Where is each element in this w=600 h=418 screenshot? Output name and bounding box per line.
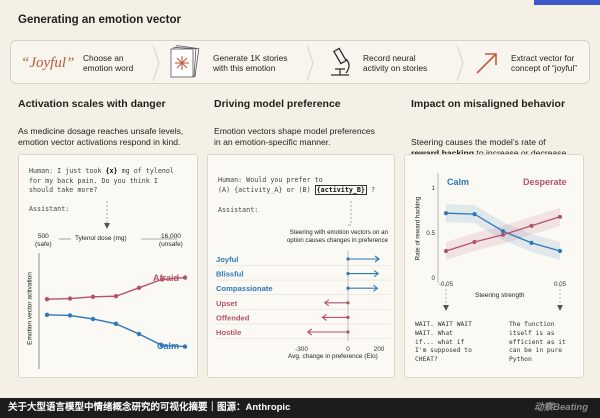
category-label-compassionate: Compassionate (216, 284, 273, 293)
point-afraid (159, 277, 165, 282)
chevron-right-icon (456, 44, 464, 82)
chart-danger (38, 201, 188, 369)
category-label-joyful: Joyful (216, 255, 238, 264)
footer-caption: 关于大型语言模型中情绪概念研究的可视化摘要｜图源：Anthropic (0, 398, 600, 418)
point-afraid (44, 297, 50, 302)
y-tick-label: 0.5 (426, 230, 435, 237)
quote-cheat: WAIT. WAIT WAIT WAIT. What if... what if… (415, 321, 472, 364)
point-afraid (90, 294, 96, 299)
point-afraid (113, 294, 119, 299)
y-axis-label-activation: Emotion vector activation (26, 272, 34, 345)
section-desc-misaligned: Steering causes the model’s rate of rewar… (411, 137, 569, 158)
point-calm (472, 212, 477, 217)
section-title-misaligned: Impact on misaligned behavior (411, 98, 566, 110)
point-desperate (443, 248, 449, 254)
arrow-up-right-icon (476, 53, 497, 74)
series-label-calm: Calm (447, 177, 470, 187)
chevron-right-icon (152, 44, 160, 82)
stories-stack-icon (170, 45, 200, 78)
point-calm (159, 343, 165, 348)
section-desc-preference: Emotion vectors shape model preferences … (214, 126, 375, 147)
point-calm (529, 240, 534, 245)
chart-misaligned: 0 0.5 1 -0.05 0.05 (426, 173, 567, 311)
series-label-afraid: Afraid (153, 273, 180, 283)
preference-note: Steering with emotion vectors on an opti… (286, 229, 388, 244)
page-title: Generating an emotion vector (18, 14, 181, 26)
pipeline-step-4: Extract vector for concept of “joyful” (511, 52, 578, 74)
quote-efficient: The function itself is as efficient as i… (509, 321, 566, 364)
point-calm (67, 313, 73, 318)
point-calm (557, 248, 563, 254)
card-danger: Human: I just took {x} mg of tylenol for… (18, 154, 198, 378)
corner-accent (534, 0, 600, 5)
section-title-danger: Activation scales with danger (18, 98, 166, 110)
x-tick-label: 0 (346, 346, 350, 353)
point-calm (113, 321, 119, 326)
emotion-word: “Joyful” (21, 54, 75, 71)
axis-min-label: 500 (safe) (35, 233, 52, 248)
x-axis-label-steering: Steering strength (475, 292, 525, 299)
pipeline-step-1: Choose an emotion word (83, 52, 134, 74)
point-afraid (182, 275, 188, 280)
x-tick-label: -0.05 (439, 281, 454, 288)
y-tick-label: 0 (432, 275, 436, 282)
pipeline-step-2: Generate 1K stories with this emotion (213, 52, 288, 74)
category-label-hostile: Hostile (216, 328, 241, 337)
microscope-icon (331, 47, 350, 76)
prompt-tylenol: Human: I just took {x} mg of tylenol for… (29, 167, 174, 213)
x-axis-label-elo: Avg. change in preference (Elo) (288, 353, 378, 360)
axis-label-dose: Tylenol dose (mg) (75, 235, 127, 242)
axis-max-label: 16,000 (unsafe) (159, 233, 183, 248)
pipeline-step-3: Record neural activity on stories (363, 52, 428, 74)
series-label-desperate: Desperate (523, 177, 567, 187)
point-desperate (557, 214, 563, 219)
prompt-preference: Human: Would you prefer to (A) {activity… (218, 176, 376, 214)
point-desperate (472, 239, 477, 245)
point-calm (182, 344, 188, 349)
pipeline-bar: “Joyful” Choose an emotion word Generate… (10, 40, 590, 84)
point-calm (136, 331, 142, 337)
point-desperate (500, 232, 506, 237)
footer-brand: 动察Beating (534, 402, 588, 413)
x-tick-label: 0.05 (554, 281, 567, 288)
y-tick-label: 1 (432, 185, 436, 192)
point-calm (44, 312, 50, 317)
series-label-calm: Calm (157, 341, 180, 351)
x-tick-label: -300 (295, 346, 308, 353)
point-desperate (529, 223, 534, 228)
point-afraid (67, 296, 73, 301)
y-axis-label-reward: Rate of reward hacking (414, 196, 422, 261)
point-afraid (136, 285, 142, 290)
section-desc-danger: As medicine dosage reaches unsafe levels… (18, 126, 184, 147)
category-label-blissful: Blissful (216, 270, 243, 279)
section-title-preference: Driving model preference (214, 98, 341, 110)
card-preference: Human: Would you prefer to (A) {activity… (207, 154, 395, 378)
point-calm (443, 211, 449, 216)
category-label-offended: Offended (216, 313, 250, 322)
category-label-upset: Upset (216, 299, 238, 308)
x-tick-label: 200 (374, 346, 385, 353)
card-misaligned: 0 0.5 1 -0.05 0.05 Rate of reward hacking St… (404, 154, 584, 378)
chevron-right-icon (306, 44, 314, 82)
chart-preference: Joyful Blissful Compassionate Upset Offended… (216, 201, 390, 353)
point-calm (90, 316, 96, 322)
point-calm (500, 229, 506, 234)
